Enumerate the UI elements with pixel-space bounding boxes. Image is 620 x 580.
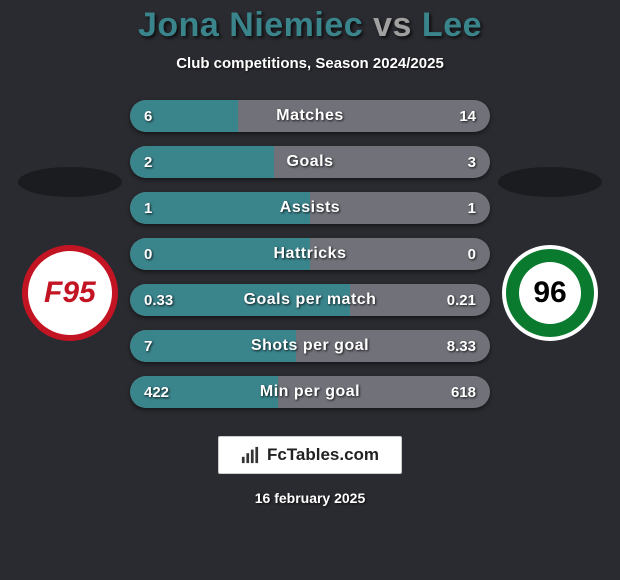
brand-badge[interactable]: FcTables.com (218, 436, 402, 474)
club-crest-right-label: 96 (519, 262, 581, 324)
stat-value-right: 14 (459, 100, 476, 132)
stat-bar: 0.33Goals per match0.21 (130, 284, 490, 316)
stat-value-right: 3 (468, 146, 476, 178)
stat-label: Hattricks (130, 238, 490, 270)
stat-value-right: 8.33 (447, 330, 476, 362)
stat-label: Min per goal (130, 376, 490, 408)
content-row: F95 6Matches14 2Goals3 1Assists1 0Hattricks… (0, 100, 620, 408)
chart-icon (241, 446, 259, 464)
date-label: 16 february 2025 (255, 490, 366, 506)
stat-label: Goals per match (130, 284, 490, 316)
page-title: Jona Niemiec vs Lee (138, 6, 482, 45)
stat-bar: 1Assists1 (130, 192, 490, 224)
stats-column: 6Matches14 2Goals3 1Assists1 0Hattricks0 0.3… (130, 100, 490, 408)
stat-label: Goals (130, 146, 490, 178)
stat-value-right: 618 (451, 376, 476, 408)
left-crest-column: F95 (10, 167, 130, 341)
club-crest-left: F95 (14, 237, 125, 348)
stat-label: Shots per goal (130, 330, 490, 362)
club-crest-left-label: F95 (44, 276, 96, 310)
player-silhouette-shadow (498, 167, 602, 197)
vs-label: vs (373, 6, 412, 44)
stat-bar: 2Goals3 (130, 146, 490, 178)
subtitle: Club competitions, Season 2024/2025 (176, 55, 444, 72)
stat-value-right: 0.21 (447, 284, 476, 316)
right-crest-column: 96 (490, 167, 610, 341)
stat-value-right: 0 (468, 238, 476, 270)
comparison-card: Jona Niemiec vs Lee Club competitions, S… (0, 0, 620, 580)
club-crest-right: 96 (502, 245, 598, 341)
stat-bar: 422Min per goal618 (130, 376, 490, 408)
player1-name: Jona Niemiec (138, 6, 363, 44)
stat-label: Assists (130, 192, 490, 224)
player-silhouette-shadow (18, 167, 122, 197)
brand-text: FcTables.com (267, 445, 379, 465)
stat-bar: 7Shots per goal8.33 (130, 330, 490, 362)
stat-bar: 0Hattricks0 (130, 238, 490, 270)
stat-label: Matches (130, 100, 490, 132)
stat-value-right: 1 (468, 192, 476, 224)
player2-name: Lee (422, 6, 482, 44)
stat-bar: 6Matches14 (130, 100, 490, 132)
